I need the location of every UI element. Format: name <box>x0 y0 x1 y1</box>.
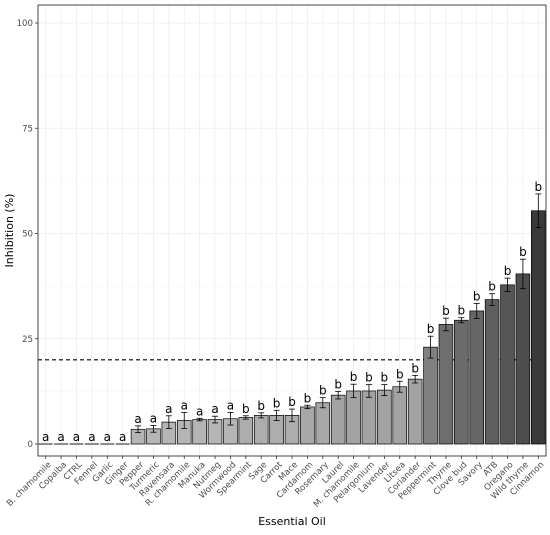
bar <box>330 394 346 445</box>
bar <box>515 273 531 445</box>
bar <box>192 419 207 445</box>
significance-label: b <box>242 402 250 416</box>
bar <box>423 346 438 445</box>
bar <box>346 390 361 445</box>
significance-label: b <box>396 367 404 381</box>
significance-label: a <box>150 411 157 425</box>
bar <box>469 310 485 445</box>
bar <box>500 284 515 445</box>
bar <box>454 319 469 445</box>
significance-label: b <box>288 395 296 409</box>
significance-label: b <box>504 264 512 278</box>
significance-label: a <box>73 430 80 444</box>
x-axis-title: Essential Oil <box>258 515 326 528</box>
y-tick-label: 50 <box>22 230 33 240</box>
significance-label: a <box>196 404 203 418</box>
bar <box>392 386 408 445</box>
y-axis-title: Inhibition (%) <box>3 194 16 268</box>
y-tick-label: 0 <box>28 440 33 450</box>
significance-label: a <box>88 430 95 444</box>
bar <box>315 402 331 445</box>
significance-label: b <box>442 304 450 318</box>
bar <box>238 417 254 445</box>
y-tick-label: 100 <box>17 19 33 29</box>
significance-label: a <box>165 402 172 416</box>
significance-label: b <box>381 371 389 385</box>
bar <box>484 299 500 445</box>
significance-label: a <box>104 430 111 444</box>
bar <box>531 210 546 445</box>
bar <box>300 406 315 445</box>
bar <box>361 390 377 445</box>
bar <box>438 324 454 445</box>
significance-label: b <box>365 371 373 385</box>
bar <box>377 389 392 445</box>
x-axis: B. chamomileCopaibaCTRLFennelGarlicGinge… <box>5 456 546 510</box>
significance-label: b <box>411 361 419 375</box>
significance-label: a <box>134 412 141 426</box>
significance-label: b <box>488 280 496 294</box>
significance-label: b <box>519 245 527 259</box>
significance-label: a <box>119 430 126 444</box>
significance-label: b <box>304 391 312 405</box>
significance-label: b <box>473 289 481 303</box>
significance-label: a <box>42 430 49 444</box>
y-tick-label: 75 <box>22 124 33 134</box>
significance-label: a <box>57 430 64 444</box>
bar <box>407 378 423 445</box>
bars <box>38 210 546 445</box>
significance-label: b <box>319 384 327 398</box>
significance-label: b <box>458 304 466 318</box>
significance-label: a <box>211 402 218 416</box>
y-tick-label: 25 <box>22 335 33 345</box>
bar <box>253 415 269 445</box>
significance-label: a <box>181 398 188 412</box>
error-bars <box>135 193 542 434</box>
significance-label: b <box>273 396 281 410</box>
significance-label: b <box>334 377 342 391</box>
significance-label: a <box>227 398 234 412</box>
y-axis: 0 25 50 75 100 <box>17 19 38 450</box>
significance-label: b <box>350 370 358 384</box>
significance-label: b <box>257 399 265 413</box>
significance-label: b <box>427 322 435 336</box>
significance-label: b <box>534 180 542 194</box>
